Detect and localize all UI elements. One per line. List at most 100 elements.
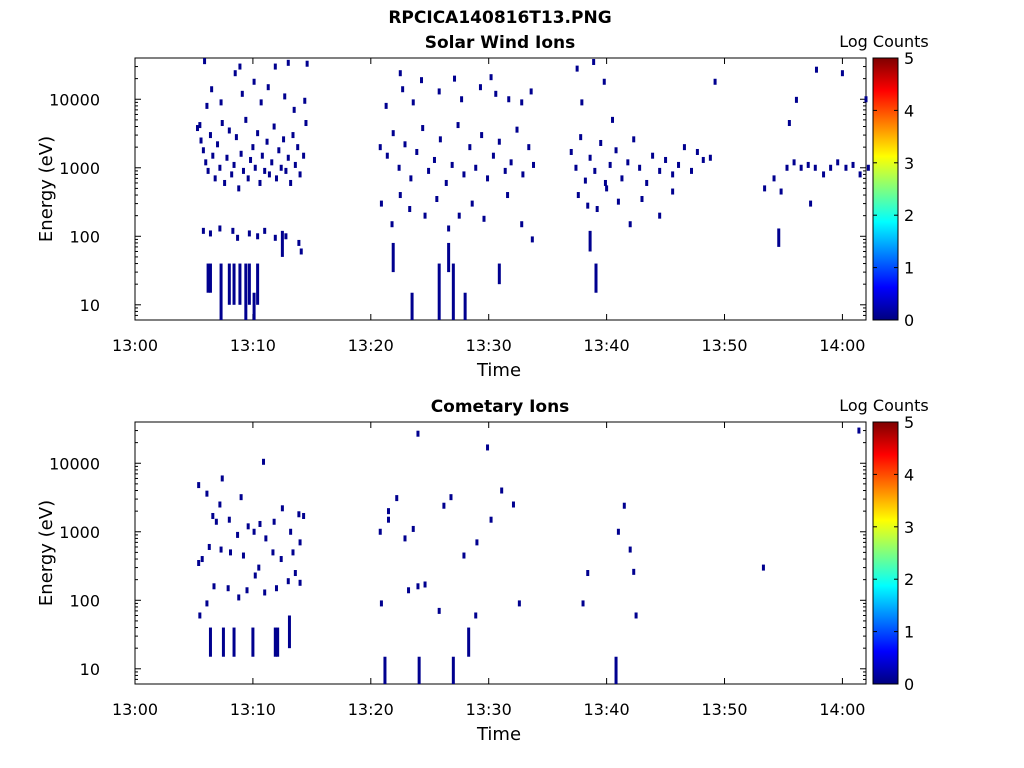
x-tick-label: 13:50: [701, 700, 747, 719]
data-point: [293, 570, 297, 577]
data-point: [232, 161, 236, 168]
data-point: [205, 600, 209, 607]
y-tick-label: 10: [80, 296, 100, 315]
data-point: [257, 564, 261, 571]
data-streak: [437, 263, 441, 320]
data-point: [200, 556, 204, 563]
data-point: [214, 518, 218, 525]
data-streak: [410, 292, 414, 320]
data-streak: [221, 627, 225, 657]
data-point: [302, 152, 306, 159]
data-point: [299, 248, 303, 255]
colorbar-tick-label: 4: [904, 101, 914, 120]
data-point: [211, 512, 215, 519]
data-point: [197, 482, 201, 489]
data-point: [651, 152, 655, 159]
data-point: [435, 196, 439, 203]
data-point: [378, 528, 382, 535]
y-axis-label: Energy (eV): [36, 500, 57, 606]
colorbar-tick-label: 2: [904, 206, 914, 225]
data-point: [292, 106, 296, 113]
y-tick-label: 100: [69, 591, 100, 610]
data-point: [286, 59, 290, 66]
data-point: [237, 185, 241, 192]
data-point: [415, 148, 419, 155]
plot-frame: [134, 57, 867, 321]
data-point: [407, 587, 411, 594]
data-point: [262, 458, 266, 465]
chart-title: Cometary Ions: [431, 397, 570, 417]
data-point: [277, 147, 281, 154]
data-point: [761, 564, 765, 571]
data-point: [844, 164, 848, 171]
data-point: [272, 518, 276, 525]
data-point: [708, 154, 712, 161]
data-streak: [276, 627, 280, 657]
data-point: [588, 154, 592, 161]
data-point: [207, 543, 211, 550]
colorbar-tick-label: 3: [904, 154, 914, 173]
data-point: [297, 511, 301, 518]
data-point: [423, 212, 427, 219]
data-point: [453, 75, 457, 82]
data-point: [491, 152, 495, 159]
x-tick-label: 13:20: [348, 336, 394, 355]
data-point: [201, 227, 205, 234]
data-point: [763, 185, 767, 192]
data-point: [799, 164, 803, 171]
data-point: [274, 585, 278, 592]
data-point: [411, 99, 415, 106]
data-point: [298, 539, 302, 546]
data-point: [286, 154, 290, 161]
data-point: [219, 546, 223, 553]
data-point: [246, 523, 250, 530]
x-tick-label: 13:00: [112, 336, 158, 355]
data-point: [256, 233, 260, 240]
data-point: [416, 583, 420, 590]
data-point: [794, 96, 798, 103]
data-point: [858, 171, 862, 178]
data-point: [456, 122, 460, 129]
data-point: [583, 177, 587, 184]
data-point: [213, 175, 217, 182]
data-point: [205, 490, 209, 497]
data-point: [622, 502, 626, 509]
data-point: [530, 236, 534, 243]
colorbar-tick-label: 1: [904, 259, 914, 278]
data-point: [244, 116, 248, 123]
data-point: [671, 188, 675, 195]
data-point: [664, 156, 668, 163]
data-point: [401, 86, 405, 93]
data-point: [792, 159, 796, 166]
data-point: [239, 150, 243, 157]
data-streak: [247, 263, 251, 305]
data-point: [263, 227, 267, 234]
data-point: [198, 122, 202, 129]
data-point: [462, 552, 466, 559]
panel-solar-wind-ions: Solar Wind Ions 13:00 13:10 13:20 13:30 13:4…: [36, 32, 929, 381]
data-point: [227, 127, 231, 134]
data-point: [293, 161, 297, 168]
data-point: [251, 144, 255, 151]
data-point: [398, 192, 402, 199]
data-point: [713, 78, 717, 85]
data-point: [427, 167, 431, 174]
data-point: [592, 58, 596, 65]
data-point: [303, 97, 307, 104]
colorbar-tick-label: 4: [904, 465, 914, 484]
data-point: [658, 167, 662, 174]
data-point: [279, 556, 283, 563]
data-point: [457, 212, 461, 219]
data-point: [211, 152, 215, 159]
x-tick-label: 13:30: [466, 336, 512, 355]
data-point: [291, 132, 295, 139]
data-streak: [206, 263, 210, 293]
data-point: [260, 152, 264, 159]
data-point: [515, 126, 519, 133]
data-point: [851, 161, 855, 168]
data-point: [286, 578, 290, 585]
data-point: [274, 175, 278, 182]
data-point: [645, 179, 649, 186]
data-point: [236, 531, 240, 538]
data-point: [628, 221, 632, 228]
